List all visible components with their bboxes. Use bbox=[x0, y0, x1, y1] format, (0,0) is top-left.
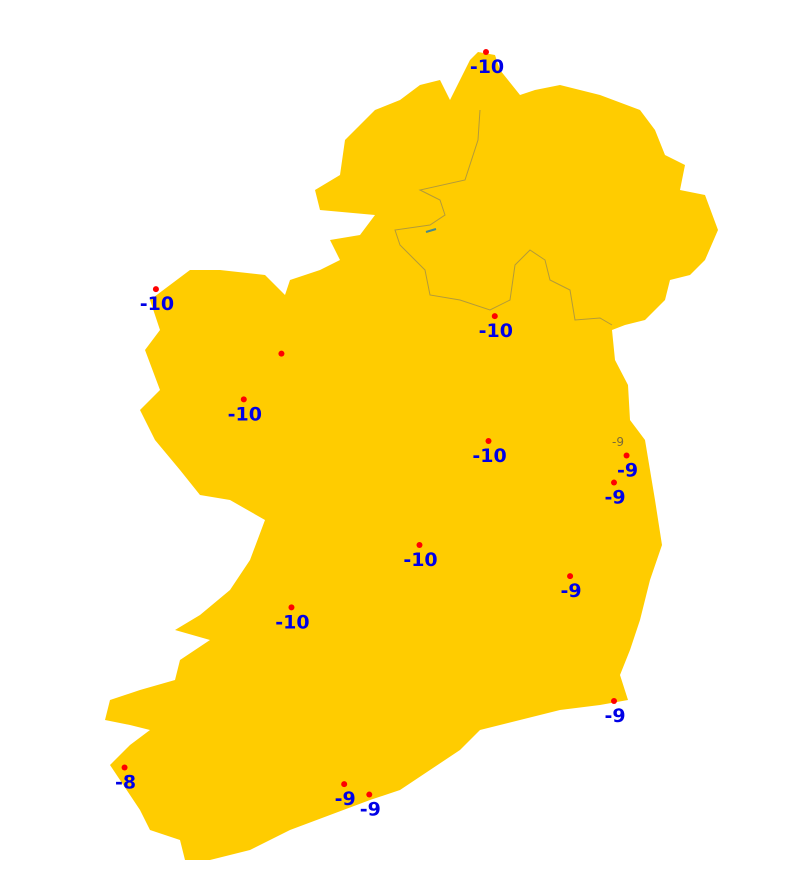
ireland-landmass bbox=[105, 52, 718, 860]
station-marker bbox=[121, 764, 128, 771]
ni-border bbox=[394, 109, 613, 326]
temperature-label: -10 bbox=[228, 403, 262, 425]
station-marker bbox=[567, 573, 574, 580]
temperature-label: -10 bbox=[472, 445, 506, 467]
station-marker bbox=[152, 286, 159, 293]
temperature-label: -9 bbox=[604, 487, 625, 509]
station-marker bbox=[483, 49, 489, 55]
minor-label: -9 bbox=[612, 435, 624, 449]
temperature-label: -9 bbox=[561, 580, 582, 602]
temperature-label: -9 bbox=[360, 799, 381, 821]
temperature-label: -8 bbox=[115, 772, 136, 794]
station-marker bbox=[366, 791, 373, 798]
temperature-label: -10 bbox=[275, 611, 309, 633]
station-marker bbox=[485, 437, 492, 444]
station-marker bbox=[240, 396, 247, 403]
lough-erne bbox=[425, 228, 437, 233]
temperature-label: -10 bbox=[470, 56, 504, 78]
station-marker bbox=[623, 452, 630, 459]
temperature-label: -9 bbox=[617, 460, 638, 482]
temperature-label: -10 bbox=[140, 293, 174, 315]
station-marker bbox=[278, 350, 285, 357]
station-marker bbox=[611, 479, 618, 486]
temperature-label: -9 bbox=[335, 788, 356, 810]
temperature-label: -9 bbox=[604, 705, 625, 727]
temperature-label: -10 bbox=[479, 320, 513, 342]
temperature-label: -10 bbox=[403, 549, 437, 571]
station-marker bbox=[288, 604, 295, 611]
station-marker bbox=[611, 697, 618, 704]
station-marker bbox=[341, 781, 348, 788]
station-marker bbox=[416, 541, 423, 548]
station-marker bbox=[491, 313, 498, 320]
